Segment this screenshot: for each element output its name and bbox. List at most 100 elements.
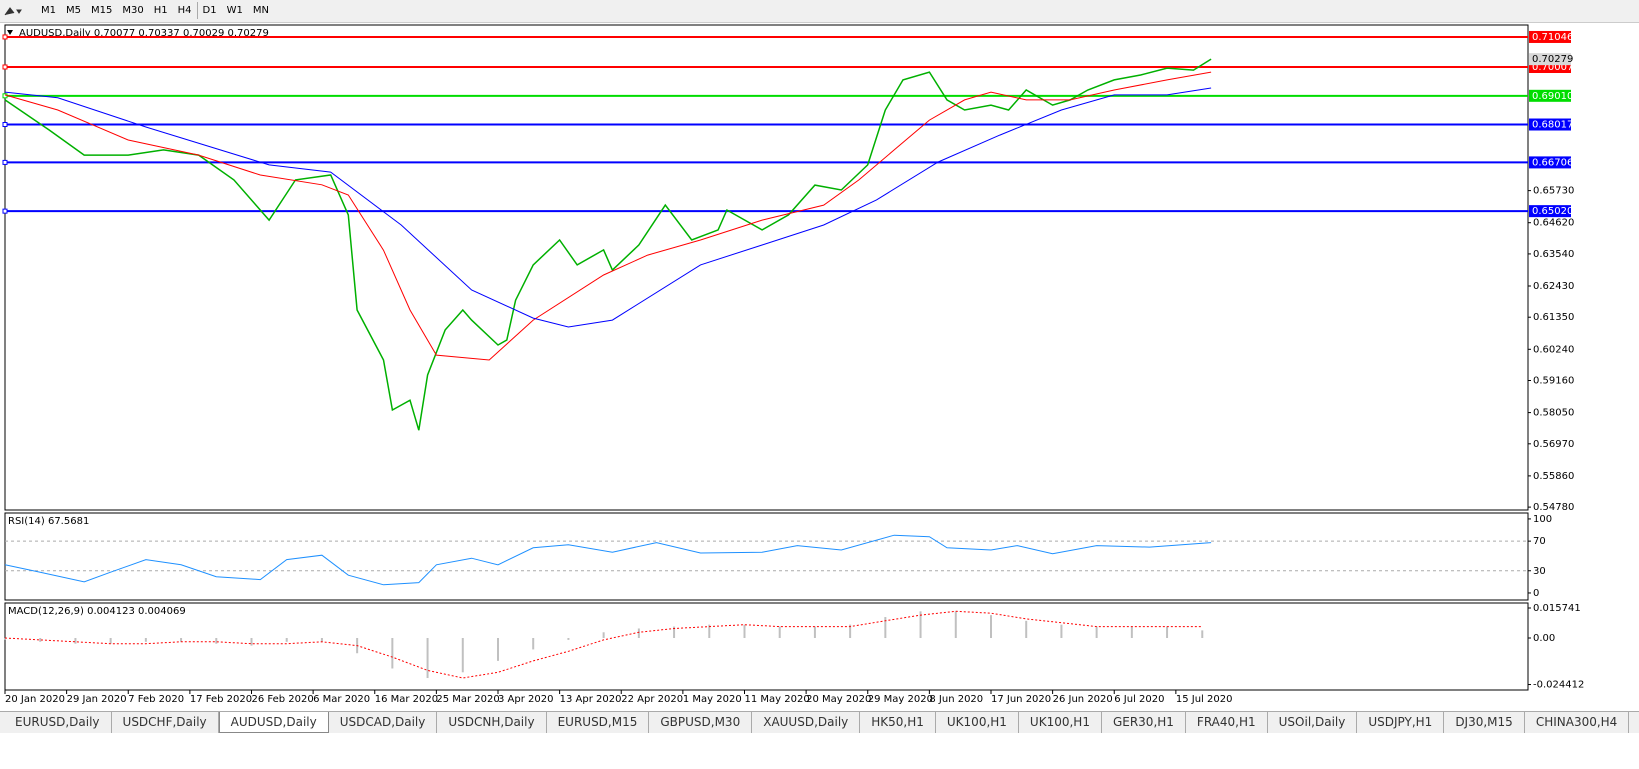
y-tick-label: 100 <box>1533 514 1552 525</box>
pane-frame <box>4 602 1529 691</box>
timeframe-button[interactable]: M15 <box>91 5 113 16</box>
x-tick-label: 17 Jun 2020 <box>991 694 1051 705</box>
y-tick-label: 0.63540 <box>1533 249 1574 260</box>
level-label: 0.68017 <box>1532 120 1573 131</box>
timeframe-button[interactable]: H1 <box>153 5 168 16</box>
chart-tab[interactable]: USDCNH,Daily <box>437 712 547 733</box>
y-tick-label: 0.015741 <box>1533 603 1581 614</box>
x-tick-label: 29 May 2020 <box>868 694 933 705</box>
x-tick-label: 20 Jan 2020 <box>5 694 65 705</box>
x-tick-label: 29 Jan 2020 <box>67 694 127 705</box>
x-tick-label: 17 Feb 2020 <box>190 694 252 705</box>
chart-tab[interactable]: XAUUSD,Daily <box>752 712 861 733</box>
x-tick-label: 6 Mar 2020 <box>313 694 370 705</box>
timeframe-button[interactable]: M1 <box>41 5 56 16</box>
chart-tab[interactable]: UK100,H1 <box>936 712 1019 733</box>
signal-line <box>4 610 1203 679</box>
x-tick-label: 7 Feb 2020 <box>128 694 184 705</box>
pane-title: MACD(12,26,9) 0.004123 0.004069 <box>8 606 186 617</box>
level-label: 0.66706 <box>1532 157 1573 168</box>
pane-title: AUDUSD,Daily 0.70077 0.70337 0.70029 0.7… <box>19 28 269 39</box>
x-tick-label: 3 Apr 2020 <box>498 694 553 705</box>
x-tick-label: 8 Jun 2020 <box>929 694 983 705</box>
chart-tab[interactable]: FRA40,H1 <box>1186 712 1268 733</box>
x-tick-label: 13 Apr 2020 <box>560 694 622 705</box>
pane-frame <box>4 512 1529 601</box>
x-tick-label: 1 May 2020 <box>683 694 742 705</box>
x-tick-label: 11 May 2020 <box>744 694 809 705</box>
level-anchor <box>2 122 8 128</box>
y-tick-label: 0.64620 <box>1533 218 1574 229</box>
x-tick-label: 15 Jul 2020 <box>1176 694 1233 705</box>
timeframe-button[interactable]: W1 <box>226 5 243 16</box>
chart-tab[interactable]: EURUSD,Daily <box>4 712 112 733</box>
level-anchor <box>2 34 8 40</box>
y-tick-label: 0.59160 <box>1533 376 1574 387</box>
chart-tab[interactable]: CHINA300,H4 <box>1525 712 1630 733</box>
chart-tab[interactable]: USOil,Daily <box>1268 712 1358 733</box>
level-label: 0.69010 <box>1532 91 1573 102</box>
level-label-box <box>1529 30 1571 43</box>
series-line <box>4 58 1212 431</box>
chart-tabs: EURUSD,Daily USDCHF,Daily AUDUSD,Daily USDC… <box>0 711 1639 733</box>
series-line <box>4 87 1212 328</box>
pane-frame <box>4 24 1529 511</box>
y-tick-label: 0.58050 <box>1533 408 1574 419</box>
y-tick-label: 0.55860 <box>1533 471 1574 482</box>
timeframe-button[interactable]: H4 <box>177 5 192 16</box>
y-tick-label: 70 <box>1533 536 1546 547</box>
x-tick-label: 22 Apr 2020 <box>621 694 683 705</box>
y-tick-label: 0.62430 <box>1533 281 1574 292</box>
collapse-icon <box>7 30 13 35</box>
y-tick-label: 0.00 <box>1533 633 1555 644</box>
level-anchor <box>2 159 8 165</box>
y-tick-label: 30 <box>1533 566 1546 577</box>
chart-window: AUDUSD,Daily 0.70077 0.70337 0.70029 0.7… <box>2 24 1584 705</box>
level-label: 0.71046 <box>1532 32 1573 43</box>
x-tick-label: 25 Mar 2020 <box>436 694 499 705</box>
y-tick-label: 0.65730 <box>1533 186 1574 197</box>
chart-tab[interactable]: GBPUSD,M30 <box>649 712 753 733</box>
series-line <box>4 534 1212 586</box>
x-tick-label: 26 Feb 2020 <box>251 694 313 705</box>
y-tick-label: 0.60240 <box>1533 344 1574 355</box>
level-label-box <box>1529 118 1571 131</box>
chart-tab[interactable]: DJ30,M15 <box>1444 712 1525 733</box>
level-label: 0.70007 <box>1532 62 1573 73</box>
price-label: 0.70279 <box>1532 54 1573 65</box>
chart-tab[interactable]: EURUSD,M15 <box>547 712 650 733</box>
chart-tab[interactable]: HK50,H1 <box>860 712 936 733</box>
timeframe-button[interactable]: MN <box>252 5 269 16</box>
level-anchor <box>2 64 8 70</box>
toolbar: M1 M5 M15 M30 H1 H4 D1 W1 MN <box>0 0 1639 23</box>
chart-tab[interactable]: USDCAD,Daily <box>329 712 438 733</box>
level-label: 0.65020 <box>1532 206 1573 217</box>
series-line <box>4 71 1212 361</box>
price-label-box <box>1529 53 1571 66</box>
chart-tab[interactable]: USDCHF,Daily <box>112 712 219 733</box>
timeframe-button[interactable]: D1 <box>196 2 222 19</box>
y-tick-label: 0.54780 <box>1533 502 1574 513</box>
level-label-box <box>1529 89 1571 102</box>
level-label-box <box>1529 205 1571 218</box>
timeframe-button[interactable]: M30 <box>122 5 144 16</box>
x-tick-label: 20 May 2020 <box>806 694 871 705</box>
level-label-box <box>1529 156 1571 169</box>
tool-icon[interactable] <box>4 5 22 17</box>
pane-title: RSI(14) 67.5681 <box>8 516 89 527</box>
x-tick-label: 16 Mar 2020 <box>375 694 438 705</box>
x-tick-label: 6 Jul 2020 <box>1114 694 1164 705</box>
level-anchor <box>2 208 8 214</box>
chart-tab[interactable]: UK100,H1 <box>1019 712 1102 733</box>
timeframe-button[interactable]: M5 <box>66 5 81 16</box>
timeframe-bar: M1 M5 M15 M30 H1 H4 D1 W1 MN <box>36 2 274 19</box>
y-tick-label: -0.024412 <box>1533 680 1584 691</box>
chart-tab[interactable]: AUDUSD,Daily <box>218 712 329 733</box>
y-tick-label: 0.61350 <box>1533 312 1574 323</box>
chart-tab[interactable]: GER30,H1 <box>1102 712 1186 733</box>
chart-tab[interactable]: USDJPY,H1 <box>1357 712 1445 733</box>
y-tick-label: 0.56970 <box>1533 439 1574 450</box>
x-tick-label: 26 Jun 2020 <box>1053 694 1113 705</box>
y-tick-label: 0 <box>1533 588 1539 599</box>
